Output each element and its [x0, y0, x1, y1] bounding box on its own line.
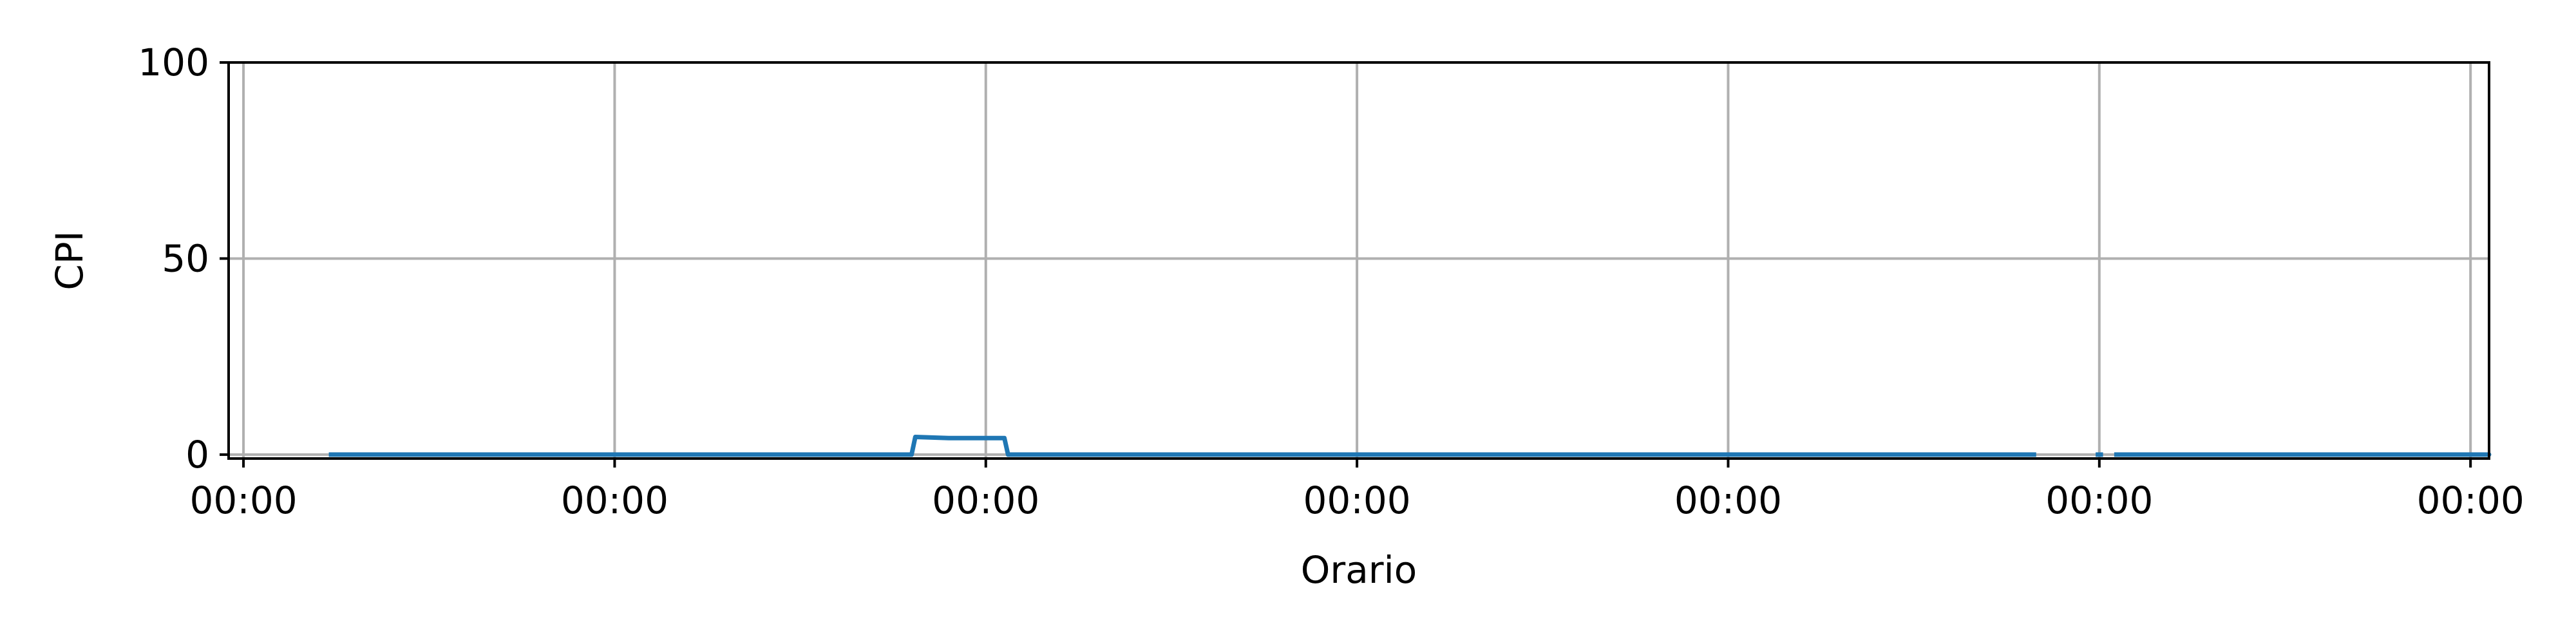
y-tick-label: 50	[162, 236, 209, 280]
y-tick-label: 0	[185, 433, 209, 477]
x-tick-label: 00:00	[189, 478, 297, 522]
x-tick-label: 00:00	[2045, 478, 2153, 522]
x-tick-label: 00:00	[1674, 478, 1782, 522]
cpi-series-line	[328, 435, 2036, 457]
series-layer	[328, 435, 2492, 457]
y-tick-label: 100	[138, 41, 209, 84]
x-tick-label: 00:00	[1303, 478, 1411, 522]
grid	[229, 61, 2489, 459]
x-tick-label: 00:00	[932, 478, 1039, 522]
x-tick-label: 00:00	[2417, 478, 2524, 522]
x-axis-label: Orario	[1301, 548, 1417, 592]
axis-ticks: 00:00 00:00 00:00 00:00 00:00 00:00 00:0005010…	[138, 41, 2524, 522]
x-tick-label: 00:00	[561, 478, 668, 522]
plot-frame	[227, 61, 2490, 460]
y-axis-label: CPI	[48, 231, 91, 290]
